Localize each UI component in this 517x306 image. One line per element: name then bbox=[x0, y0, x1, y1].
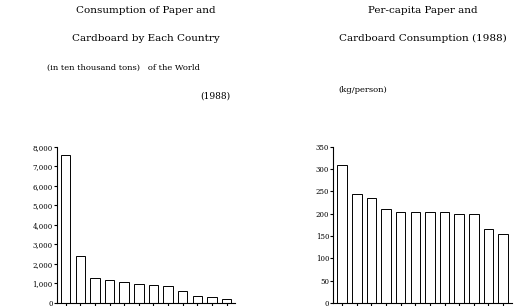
Text: Cardboard Consumption (1988): Cardboard Consumption (1988) bbox=[339, 34, 507, 43]
Bar bbox=[338, 165, 347, 303]
Bar bbox=[410, 211, 420, 303]
Bar bbox=[382, 209, 391, 303]
Bar bbox=[178, 291, 187, 303]
Text: Per-capita Paper and: Per-capita Paper and bbox=[368, 6, 477, 15]
Bar bbox=[440, 211, 449, 303]
Bar bbox=[148, 285, 158, 303]
Text: (kg/person): (kg/person) bbox=[339, 86, 387, 94]
Bar bbox=[61, 155, 70, 303]
Bar bbox=[396, 211, 405, 303]
Bar bbox=[90, 278, 100, 303]
Bar bbox=[367, 198, 376, 303]
Bar bbox=[498, 234, 508, 303]
Bar bbox=[425, 211, 435, 303]
Bar bbox=[484, 230, 493, 303]
Bar bbox=[207, 297, 217, 303]
Bar bbox=[163, 286, 173, 303]
Bar bbox=[454, 214, 464, 303]
Text: (1988): (1988) bbox=[200, 92, 230, 101]
Bar bbox=[192, 296, 202, 303]
Bar bbox=[352, 194, 361, 303]
Bar bbox=[105, 280, 114, 303]
Text: Consumption of Paper and: Consumption of Paper and bbox=[77, 6, 216, 15]
Bar bbox=[119, 282, 129, 303]
Bar bbox=[134, 284, 144, 303]
Text: (in ten thousand tons)   of the World: (in ten thousand tons) of the World bbox=[47, 64, 200, 72]
Bar bbox=[469, 214, 479, 303]
Bar bbox=[75, 256, 85, 303]
Text: Cardboard by Each Country: Cardboard by Each Country bbox=[72, 34, 220, 43]
Bar bbox=[222, 299, 231, 303]
